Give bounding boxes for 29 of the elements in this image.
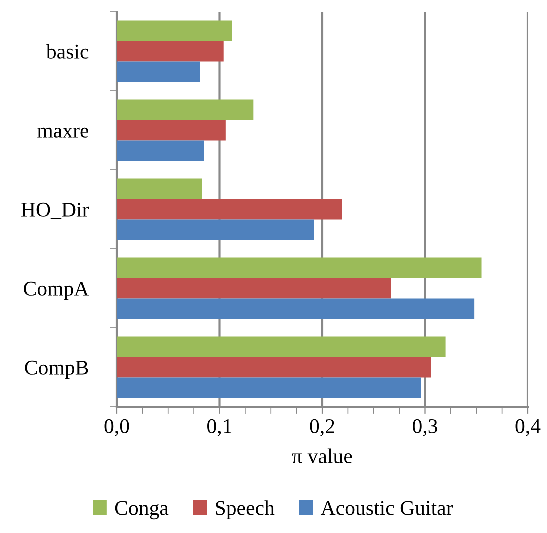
x-tick-label: 0,3 [413, 419, 438, 436]
bar [117, 178, 202, 200]
y-tick-label: maxre [38, 128, 88, 138]
bar [117, 278, 392, 299]
bar [117, 100, 254, 120]
bar [117, 357, 432, 378]
bar [117, 120, 226, 141]
legend-label: Speech [216, 500, 275, 520]
y-tick-label: CompA [24, 282, 90, 300]
bar [117, 199, 342, 220]
y-tick-label: CompB [25, 360, 88, 380]
x-tick-label: 0,4 [516, 419, 541, 436]
bar [117, 41, 224, 62]
bar [117, 258, 482, 278]
bar [117, 62, 200, 82]
legend-label: Conga [115, 501, 169, 520]
bar [117, 298, 475, 320]
y-tick-label: HO_Dir [22, 202, 90, 220]
bar [117, 336, 446, 358]
bar [117, 20, 232, 42]
y-tick-label: basic [46, 44, 89, 59]
x-tick-label: 0,1 [208, 419, 232, 436]
x-tick-label: 0,2 [310, 419, 334, 436]
x-tick-label: 0,0 [104, 419, 130, 436]
bar [117, 220, 314, 240]
bar [117, 140, 204, 162]
x-axis-title: π value [292, 448, 352, 464]
legend-label: Acoustic Guitar [320, 501, 454, 516]
bar [117, 378, 422, 398]
